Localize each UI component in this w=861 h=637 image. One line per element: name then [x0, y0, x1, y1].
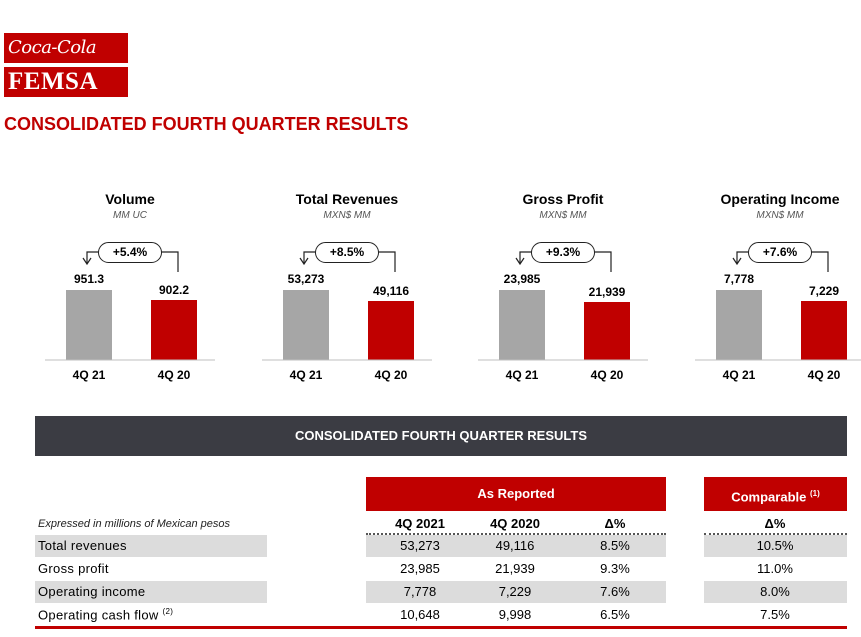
row-shading — [704, 581, 847, 603]
bracket-arrow — [515, 257, 525, 266]
kpi-value-4q21: 951.3 — [73, 272, 105, 286]
table-bottom-rule — [35, 626, 847, 629]
kpi-change-badge: +9.3% — [531, 242, 595, 263]
cell-delta: 7.6% — [600, 584, 630, 599]
table-row-label: Operating income — [38, 584, 146, 599]
row-shading — [366, 535, 666, 557]
cell-4q2020: 7,229 — [498, 584, 532, 599]
bracket-right — [593, 251, 612, 272]
row-shading — [366, 581, 666, 603]
bar-4q20 — [584, 302, 630, 360]
cell-4q2021: 23,985 — [400, 561, 440, 576]
kpi-chart: Operating Income MXN$ MM +7.6% 7,778 7,229 4Q… — [685, 188, 861, 388]
kpi-unit: MXN$ MM — [539, 210, 587, 221]
bar-4q21 — [66, 290, 112, 360]
cell-delta: 6.5% — [600, 607, 630, 622]
kpi-xlabel-4q21: 4Q 21 — [505, 368, 539, 382]
table-band-title: CONSOLIDATED FOURTH QUARTER RESULTS — [35, 416, 847, 456]
kpi-value-4q20: 902.2 — [158, 283, 190, 297]
kpi-title: Gross Profit — [522, 191, 604, 207]
coca-cola-femsa-logo: Coca-Cola FEMSA — [4, 33, 128, 97]
col-header-delta: Δ% — [604, 516, 626, 531]
table-row-label: Total revenues — [38, 538, 127, 553]
cell-comparable: 11.0% — [757, 561, 793, 576]
cell-4q2020: 49,116 — [495, 538, 535, 553]
col-header-4q2020: 4Q 2020 — [490, 516, 540, 531]
cell-4q2021: 53,273 — [400, 538, 440, 553]
cell-comparable: 10.5% — [756, 538, 794, 553]
kpi-value-4q20: 49,116 — [372, 284, 410, 298]
header-divider-comparable — [704, 533, 847, 535]
header-divider — [366, 533, 666, 535]
kpi-value-4q21: 53,273 — [287, 272, 325, 286]
comparable-footnote: (1) — [809, 489, 820, 498]
bracket-right — [160, 251, 179, 272]
row-shading — [704, 535, 847, 557]
kpi-xlabel-4q20: 4Q 20 — [157, 368, 191, 382]
bracket-arrow — [299, 257, 309, 266]
kpi-xlabel-4q21: 4Q 21 — [72, 368, 106, 382]
bar-4q21 — [716, 290, 762, 360]
kpi-xlabel-4q20: 4Q 20 — [374, 368, 408, 382]
kpi-change-badge: +7.6% — [748, 242, 812, 263]
kpi-title: Total Revenues — [295, 191, 399, 207]
kpi-value-4q21: 23,985 — [503, 272, 541, 286]
kpi-title: Operating Income — [720, 191, 840, 207]
cell-comparable: 8.0% — [760, 584, 790, 599]
row-shading — [35, 581, 267, 603]
units-note: Expressed in millions of Mexican pesos — [38, 518, 230, 530]
as-reported-label: As Reported — [477, 486, 555, 501]
kpi-value-4q20: 7,229 — [808, 284, 840, 298]
comparable-header: Comparable (1) — [704, 477, 847, 511]
col-header-comparable-delta: Δ% — [764, 516, 786, 531]
as-reported-header: As Reported — [366, 477, 666, 511]
bracket-right — [377, 251, 396, 272]
bar-4q20 — [151, 300, 197, 360]
row-shading — [35, 535, 267, 557]
kpi-value-4q20: 21,939 — [588, 285, 626, 299]
cell-delta: 8.5% — [600, 538, 630, 553]
kpi-xlabel-4q20: 4Q 20 — [807, 368, 841, 382]
logo-line2: FEMSA — [4, 67, 128, 97]
bracket-arrow — [82, 257, 92, 266]
col-header-4q2021: 4Q 2021 — [395, 516, 445, 531]
kpi-chart-svg — [478, 251, 648, 361]
bar-4q21 — [499, 290, 545, 360]
kpi-change-badge: +8.5% — [315, 242, 379, 263]
kpi-chart: Gross Profit MXN$ MM +9.3% 23,985 21,939 4Q 2… — [468, 188, 658, 388]
cell-4q2021: 10,648 — [400, 607, 440, 622]
kpi-unit: MM UC — [113, 210, 147, 221]
kpi-title: Volume — [105, 191, 155, 207]
bar-4q21 — [283, 290, 329, 360]
cell-4q2021: 7,778 — [403, 584, 437, 599]
kpi-unit: MXN$ MM — [323, 210, 371, 221]
kpi-chart: Volume MM UC +5.4% 951.3 902.2 4Q 21 4Q 20 — [35, 188, 225, 388]
table-row-label: Gross profit — [38, 561, 109, 576]
cell-4q2020: 21,939 — [495, 561, 535, 576]
kpi-xlabel-4q20: 4Q 20 — [590, 368, 624, 382]
kpi-chart-svg — [262, 251, 432, 361]
kpi-change-badge: +5.4% — [98, 242, 162, 263]
kpi-chart-svg — [45, 251, 215, 361]
bracket-arrow — [732, 257, 742, 266]
kpi-unit: MXN$ MM — [756, 210, 804, 221]
kpi-chart: Total Revenues MXN$ MM +8.5% 53,273 49,116 4Q… — [252, 188, 442, 388]
comparable-label: Comparable — [731, 489, 807, 505]
bar-4q20 — [801, 301, 847, 360]
table-row-label: Operating cash flow (2) — [38, 607, 174, 623]
bracket-right — [810, 251, 829, 272]
row-footnote: (2) — [162, 607, 174, 616]
kpi-value-4q21: 7,778 — [723, 272, 755, 286]
page-title: CONSOLIDATED FOURTH QUARTER RESULTS — [4, 114, 409, 134]
bar-4q20 — [368, 301, 414, 360]
cell-delta: 9.3% — [600, 561, 630, 576]
kpi-xlabel-4q21: 4Q 21 — [722, 368, 756, 382]
logo-line1: Coca-Cola — [4, 33, 128, 63]
cell-comparable: 7.5% — [760, 607, 790, 622]
cell-4q2020: 9,998 — [498, 607, 532, 622]
kpi-xlabel-4q21: 4Q 21 — [289, 368, 323, 382]
